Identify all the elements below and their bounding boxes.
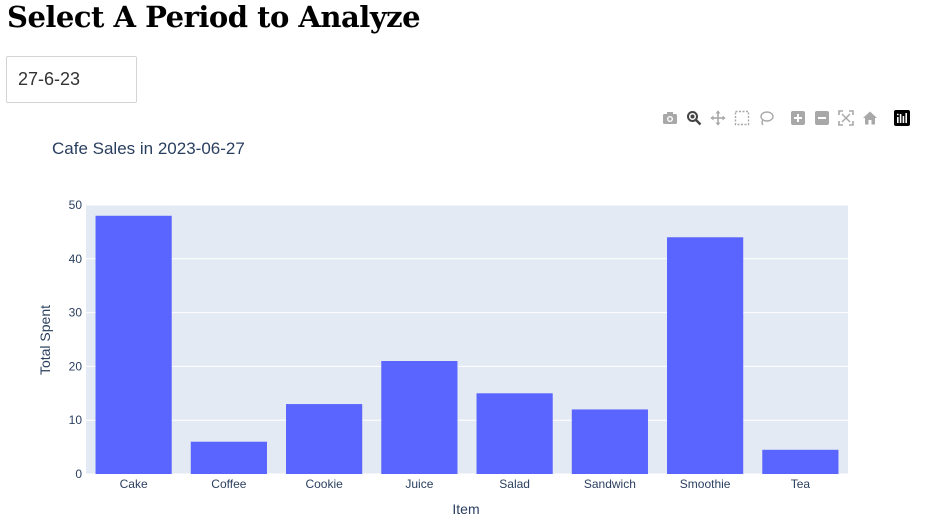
autoscale-icon[interactable] [838, 110, 854, 126]
plotly-logo-icon[interactable] [894, 110, 910, 126]
x-tick-label: Salad [499, 477, 530, 491]
bar-smoothie[interactable] [667, 237, 744, 474]
reset-axes-icon[interactable] [862, 110, 878, 126]
x-tick-label: Cookie [305, 477, 343, 491]
bar-sandwich[interactable] [571, 409, 648, 474]
bar-chart: Cafe Sales in 2023-06-27 0 10 20 30 40 50 Cak… [37, 139, 848, 517]
lasso-select-icon[interactable] [758, 110, 774, 126]
x-tick-labels: Cake Coffee Cookie Juice Salad Sandwich Smooth… [120, 477, 811, 491]
y-tick-labels: 0 10 20 30 40 50 [69, 198, 83, 481]
x-tick-label: Smoothie [680, 477, 731, 491]
bar-coffee[interactable] [190, 441, 267, 474]
chart-title: Cafe Sales in 2023-06-27 [52, 139, 245, 158]
y-tick-label: 40 [69, 252, 83, 266]
pan-icon[interactable] [710, 110, 726, 126]
y-tick-label: 0 [75, 467, 82, 481]
bar-juice[interactable] [381, 361, 458, 474]
x-tick-label: Coffee [211, 477, 246, 491]
bar-cookie[interactable] [286, 404, 363, 474]
x-tick-label: Tea [791, 477, 811, 491]
box-select-icon[interactable] [734, 110, 750, 126]
zoom-out-icon[interactable] [814, 110, 830, 126]
chart-modebar [662, 108, 918, 128]
y-axis-label: Total Spent [37, 305, 53, 375]
zoom-in-icon[interactable] [790, 110, 806, 126]
x-tick-label: Cake [120, 477, 148, 491]
y-tick-label: 20 [69, 359, 83, 373]
period-date-input[interactable] [6, 56, 137, 103]
camera-icon[interactable] [662, 110, 678, 126]
bar-salad[interactable] [476, 393, 553, 474]
y-tick-label: 50 [69, 198, 83, 212]
zoom-icon[interactable] [686, 110, 702, 126]
bars [95, 215, 839, 474]
page-heading: Select A Period to Analyze [7, 0, 421, 34]
bar-cake[interactable] [95, 215, 172, 474]
y-tick-label: 30 [69, 306, 83, 320]
y-tick-label: 10 [69, 413, 83, 427]
bar-tea[interactable] [762, 449, 839, 474]
x-tick-label: Sandwich [584, 477, 636, 491]
x-tick-label: Juice [405, 477, 433, 491]
x-axis-label: Item [452, 501, 479, 517]
